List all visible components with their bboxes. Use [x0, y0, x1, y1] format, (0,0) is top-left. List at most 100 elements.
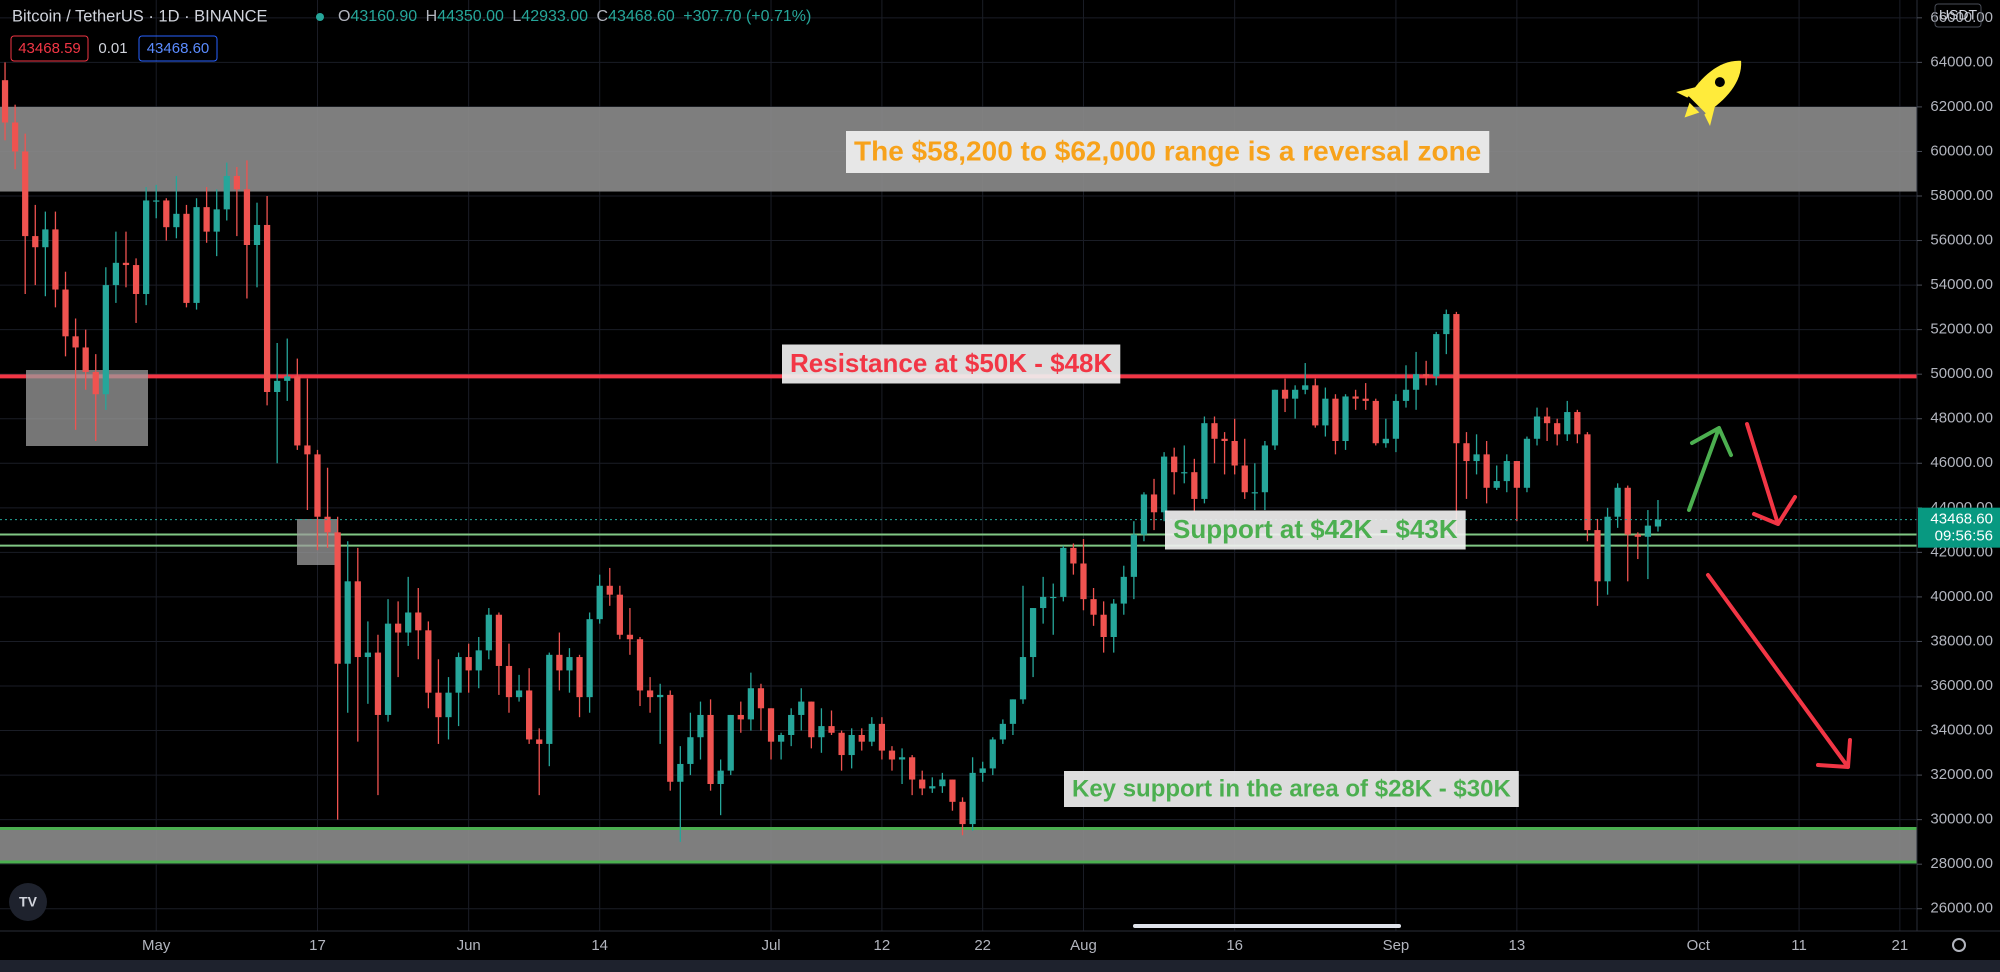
candle-body	[1513, 461, 1520, 488]
candle-body	[1050, 596, 1057, 599]
change: +307.70 (+0.71%)	[683, 8, 811, 25]
candle-body	[848, 735, 855, 756]
candle-body	[1342, 396, 1349, 441]
candle-body	[556, 654, 563, 671]
candle-body	[274, 380, 281, 392]
candle-body	[1150, 494, 1158, 513]
candle-body	[1443, 314, 1450, 335]
candle-body	[576, 657, 583, 698]
candle-body	[1372, 400, 1379, 444]
candle-body	[747, 688, 754, 720]
candle-body	[798, 701, 805, 715]
ohlc-value: 43468.60	[608, 8, 675, 25]
x-tick-label: Oct	[1687, 937, 1711, 954]
x-tick-label: Sep	[1383, 937, 1410, 954]
candle-body	[1191, 472, 1198, 499]
candle-body	[788, 714, 795, 735]
candle-body	[455, 657, 462, 693]
candle-body	[1130, 534, 1137, 577]
candle-body	[1, 80, 9, 123]
y-tick-label: 30000.00	[1930, 811, 1993, 828]
candle-body	[1312, 385, 1319, 426]
candle-body	[969, 772, 976, 825]
last-price-box	[1918, 507, 2000, 548]
last-price: 43468.60	[1930, 511, 1993, 528]
candle-body	[364, 652, 372, 658]
candle-body	[1090, 599, 1097, 615]
symbol: Bitcoin / TetherUS · 1D · BINANCE	[12, 7, 268, 25]
candle-body	[838, 732, 845, 756]
ohlc-label: L	[512, 8, 521, 25]
candle-body	[163, 200, 170, 228]
candle-body	[354, 581, 361, 658]
x-tick-label: May	[142, 937, 171, 954]
candle-body	[425, 630, 432, 693]
candle-body	[1160, 456, 1168, 513]
candle-body	[1322, 398, 1329, 426]
candle-body	[717, 770, 724, 784]
logo[interactable]	[9, 883, 47, 921]
candle-body	[324, 516, 331, 533]
sell-price: 43468.59	[18, 40, 81, 57]
candle-body	[52, 229, 59, 290]
candle-body	[213, 209, 220, 232]
x-axis: May 17 Jun 14 Jul 12 22 Aug 16 Sep 13 Oct 11 21	[142, 937, 1908, 954]
candle-body	[1221, 438, 1228, 441]
candle-body	[1241, 465, 1248, 493]
candle-body	[1493, 481, 1500, 488]
candle-body	[1362, 398, 1369, 401]
ohlc-legend: O43160.90 H44350.00 L42933.00 C43468.60 …	[338, 8, 811, 25]
candle-body	[999, 723, 1006, 740]
candle-body	[566, 657, 573, 671]
candle-body	[636, 639, 644, 691]
ohlc-value: 44350.00	[437, 8, 504, 25]
candle-body	[616, 594, 623, 635]
candle-body	[586, 619, 593, 698]
candle-body	[777, 735, 785, 742]
badge	[138, 35, 218, 62]
y-tick-label: 26000.00	[1930, 900, 1993, 917]
candle-body	[526, 690, 533, 740]
candle-body	[304, 445, 311, 455]
candle-body	[646, 690, 654, 698]
candle-body	[1503, 461, 1510, 482]
annotation: Key support in the area of $28K - $30K	[1072, 775, 1511, 802]
candle-body	[1261, 445, 1269, 493]
candle-body	[929, 786, 936, 789]
scrollbar[interactable]	[1133, 924, 1401, 928]
candle-body	[657, 694, 664, 698]
candle-body	[808, 701, 815, 738]
candle-body	[1594, 530, 1601, 582]
candle-body	[1543, 416, 1551, 424]
x-tick-label: 22	[974, 937, 991, 954]
y-tick-label: 54000.00	[1930, 276, 1993, 293]
candle-body	[465, 657, 472, 671]
candle-body	[1100, 614, 1107, 637]
candle-body	[606, 585, 613, 595]
candle-body	[1171, 456, 1178, 473]
x-tick-label: 17	[309, 937, 326, 954]
settings-icon[interactable]	[1952, 938, 1966, 952]
candle-body	[82, 347, 89, 372]
badge	[10, 35, 89, 62]
highlight-box	[26, 370, 148, 446]
candle-body	[294, 376, 301, 446]
candle-body	[546, 654, 553, 744]
candle-body	[11, 122, 19, 152]
ohlc-value: 43160.90	[350, 8, 417, 25]
x-tick-label: Aug	[1070, 937, 1097, 954]
x-tick-label: Jul	[761, 937, 780, 954]
y-tick-label: 52000.00	[1930, 321, 1993, 338]
logo-mark: TV	[19, 894, 38, 910]
zone	[0, 828, 1917, 862]
candle-body	[1120, 576, 1127, 604]
candle-body	[223, 175, 230, 210]
candle-body	[193, 207, 200, 303]
y-tick-label: 58000.00	[1930, 187, 1993, 204]
candle-body	[828, 726, 835, 733]
x-tick-label: 11	[1791, 937, 1807, 954]
currency-box[interactable]	[1934, 3, 1982, 28]
candle-body	[536, 739, 543, 744]
candle-body	[112, 262, 120, 286]
down-arrow	[1706, 573, 1852, 769]
